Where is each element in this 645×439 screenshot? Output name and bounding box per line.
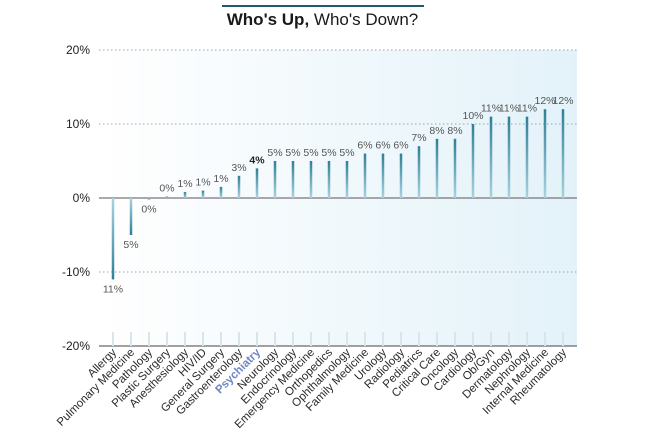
value-label-22: 11% [499,103,519,115]
value-label-17: 7% [411,132,426,144]
bar-22 [507,116,511,198]
grid-lines [99,49,577,347]
value-label-20: 10% [462,110,483,122]
chart-title-bold: Who's Up, [226,10,310,29]
bar-23 [525,116,529,198]
y-tick-label: -10% [62,265,90,279]
value-label-7: 3% [231,162,246,174]
value-label-21: 11% [481,103,501,115]
value-label-25: 12% [552,95,573,107]
bar-8 [255,168,259,198]
bar-21 [489,116,493,198]
value-label-19: 8% [447,125,462,137]
value-label-5: 1% [195,177,210,189]
bar-24 [543,109,547,198]
bars [111,109,565,346]
value-label-9: 5% [267,147,282,159]
value-label-1: 5% [123,239,138,251]
bar-13 [345,161,349,198]
value-label-0: 11% [103,283,123,295]
value-label-18: 8% [429,125,444,137]
value-label-24: 12% [534,95,555,107]
bar-5 [201,190,205,198]
bar-4 [183,192,187,198]
value-label-12: 5% [321,147,336,159]
y-tick-label: -20% [62,339,90,353]
chart-title: Who's Up, Who's Down? [0,10,645,30]
bar-14 [363,153,367,198]
bar-11 [309,161,313,198]
bar-12 [327,161,331,198]
value-label-3: 0% [159,183,174,195]
bar-20 [471,124,475,198]
y-tick-label: 20% [66,43,90,57]
bar-2 [147,198,151,200]
value-label-14: 6% [357,140,372,152]
bar-25 [561,109,565,198]
y-tick-label: 10% [66,117,90,131]
bar-0 [111,198,115,280]
bar-7 [237,175,241,198]
chart-title-rest: Who's Down? [309,10,419,29]
value-label-4: 1% [177,178,192,190]
value-labels: 11%5%0%0% 1% 1% 1%3%4%5% 5% 5% 5% 5%6% 6% 6%7%8% 8… [103,95,574,295]
bar-18 [435,138,439,198]
value-label-2: 0% [141,203,156,215]
value-label-23: 11% [517,103,537,115]
bar-1 [129,198,133,235]
value-label-16: 6% [393,140,408,152]
value-label-13: 5% [339,147,354,159]
bar-15 [381,153,385,198]
value-label-10: 5% [285,147,300,159]
value-label-15: 6% [375,140,390,152]
value-label-11: 5% [303,147,318,159]
bar-9 [273,161,277,198]
title-rule [222,5,424,7]
bar-3 [165,196,169,198]
bar-16 [399,153,403,198]
y-tick-label: 0% [73,191,91,205]
value-label-6: 1% [213,173,228,185]
bar-17 [417,146,421,198]
bar-6 [219,186,223,198]
value-label-8: 4% [249,154,265,166]
bar-19 [453,138,457,198]
y-axis-ticks: 20% 10% 0% -10% -20% [62,43,90,353]
bar-10 [291,161,295,198]
